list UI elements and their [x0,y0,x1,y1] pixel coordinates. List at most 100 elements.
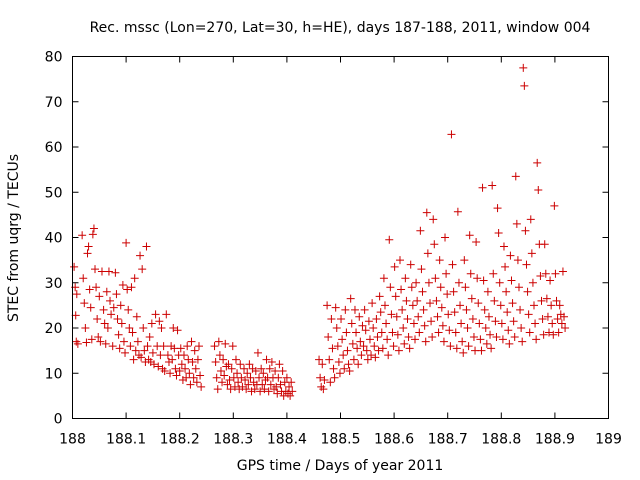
data-point [475,319,484,328]
x-tick-label: 188.5 [320,432,360,448]
data-point [509,317,518,326]
data-point [330,373,339,382]
data-point [337,314,346,323]
data-point [466,269,475,278]
data-point [122,238,131,247]
data-point [404,333,413,342]
data-point [506,251,515,260]
data-point [525,328,534,337]
data-point [272,382,281,391]
data-point [555,301,564,310]
data-point [145,333,154,342]
data-point [118,281,127,290]
data-point [275,360,284,369]
data-point [273,389,282,398]
data-point [501,262,510,271]
data-point [477,346,486,355]
data-point [476,335,485,344]
x-tick-label: 188.2 [160,432,200,448]
data-point [526,215,535,224]
data-point [182,373,191,382]
data-point [212,373,221,382]
data-point [558,267,567,276]
data-point [131,346,140,355]
data-point [251,366,260,375]
data-point [550,201,559,210]
data-point [429,215,438,224]
data-point [228,342,237,351]
data-point [230,382,239,391]
data-point [220,371,229,380]
data-point [259,369,268,378]
data-point [373,333,382,342]
data-point [86,303,95,312]
data-point [436,283,445,292]
data-point [363,355,372,364]
data-point [315,355,324,364]
data-point [108,342,117,351]
data-point [95,292,104,301]
data-point [414,312,423,321]
data-point [159,342,168,351]
data-point [211,357,220,366]
data-point [115,344,124,353]
data-point [380,301,389,310]
data-point [445,326,454,335]
y-tick-label: 30 [45,276,63,292]
data-point [233,369,242,378]
data-point [537,296,546,305]
data-point [240,364,249,373]
data-point [177,360,186,369]
data-point [548,319,557,328]
data-point [527,249,536,258]
data-point [483,287,492,296]
data-point [316,373,325,382]
data-point [377,328,386,337]
data-point [253,348,262,357]
data-point [538,314,547,323]
data-point [343,346,352,355]
data-point [282,373,291,382]
data-point [127,283,136,292]
data-point [181,364,190,373]
data-point [442,269,451,278]
data-point [434,328,443,337]
data-point [333,342,342,351]
data-point [214,337,223,346]
data-point [452,344,461,353]
data-point [271,366,280,375]
data-point [547,301,556,310]
data-point [210,342,219,351]
data-point [147,319,156,328]
data-point [192,378,201,387]
data-point [132,312,141,321]
data-point [215,351,224,360]
data-point [490,296,499,305]
data-point [427,317,436,326]
x-tick-label: 188.3 [213,432,253,448]
data-point [446,342,455,351]
x-tick-label: 188.4 [267,432,307,448]
data-point [130,274,139,283]
data-point [504,326,513,335]
data-point [502,287,511,296]
data-point [478,183,487,192]
data-point [227,364,236,373]
data-point [437,303,446,312]
data-point [435,256,444,265]
data-point [375,292,384,301]
data-point [517,324,526,332]
data-point [390,262,399,271]
data-point [456,301,465,310]
data-point [250,385,259,394]
data-point [112,290,121,299]
data-point [255,373,264,382]
data-point [467,294,476,303]
data-point [276,380,285,389]
data-point [420,321,429,330]
data-point [430,240,439,249]
data-point [245,360,254,369]
data-point [219,355,228,364]
data-point [213,385,222,394]
data-point [355,312,364,321]
